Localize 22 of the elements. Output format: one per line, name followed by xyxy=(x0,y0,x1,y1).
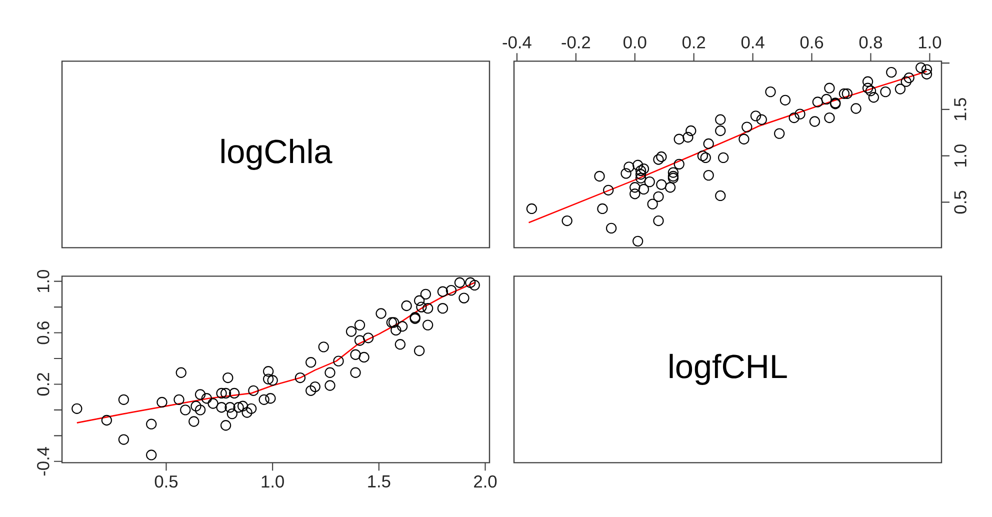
x-tick-label: 0.0 xyxy=(624,36,646,48)
y-tick-label: 1.5 xyxy=(954,98,966,120)
x-tick-label: 2.0 xyxy=(474,475,497,488)
x-tick-label: 0.5 xyxy=(154,475,178,488)
line-series xyxy=(528,70,928,224)
x-tick-label: 1.0 xyxy=(918,36,942,48)
x-tick-label: 1.5 xyxy=(368,475,390,488)
x-tick-label: 0.2 xyxy=(682,36,706,48)
y-tick-label: 1.0 xyxy=(954,144,966,167)
text: logfCHL xyxy=(670,354,787,385)
y-tick-label: 0.5 xyxy=(954,190,966,214)
y-tick-label: 0.2 xyxy=(37,373,50,396)
y-tick-label: 1.0 xyxy=(37,270,50,292)
x-tick-label: -0.2 xyxy=(562,36,590,48)
y-tick-label: 0.6 xyxy=(37,321,50,344)
x-tick-label: 0.4 xyxy=(741,36,764,48)
x-tick-label: 1.0 xyxy=(262,475,284,488)
text: logChla xyxy=(221,138,332,170)
x-tick-label: -0.4 xyxy=(502,36,532,48)
line-series xyxy=(76,282,476,424)
x-tick-label: 0.8 xyxy=(859,36,882,48)
x-tick-label: 0.6 xyxy=(800,36,824,48)
